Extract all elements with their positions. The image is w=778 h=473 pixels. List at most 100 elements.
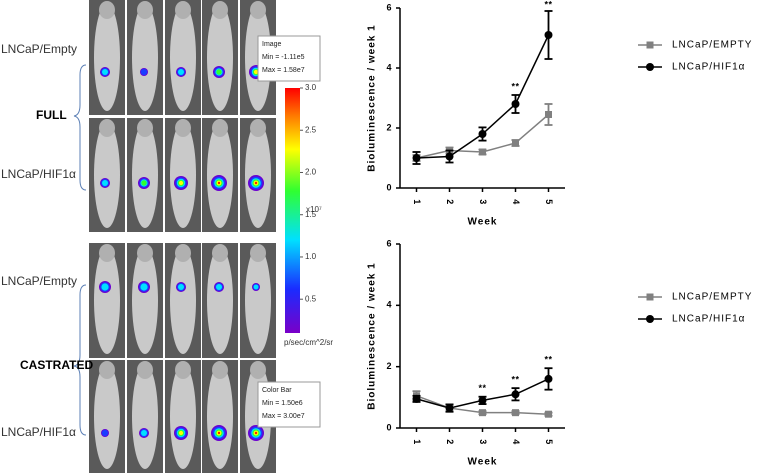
image-box-text: Max = 1.58e7 [262, 67, 305, 74]
y-tick-label: 0 [386, 182, 392, 192]
mouse-head [250, 119, 266, 137]
signal-spot [253, 69, 259, 75]
x-tick-label: 5 [544, 199, 554, 205]
mouse-head [99, 244, 115, 262]
marker [545, 111, 552, 118]
mouse-head [137, 1, 153, 19]
legend-marker [646, 293, 654, 301]
y-tick-label: 4 [386, 62, 392, 72]
x-tick-label: 3 [478, 439, 488, 445]
mouse-body [132, 247, 158, 354]
signal-spot [217, 431, 221, 435]
y-tick-label: 0 [386, 422, 392, 432]
signal-spot [178, 284, 184, 290]
signal-spot [102, 69, 108, 75]
signal-spot [141, 430, 147, 436]
x-tick-label: 4 [511, 199, 521, 205]
row-label: LNCaP/HIF1α [1, 167, 76, 181]
group-label: FULL [36, 108, 67, 122]
colorbar [285, 88, 300, 333]
legend-label: LNCaP/EMPTY [672, 292, 752, 303]
y-tick-label: 2 [386, 122, 392, 132]
mouse-body [170, 4, 196, 111]
mouse-head [175, 244, 191, 262]
mouse-body [94, 4, 120, 111]
mouse-body [170, 122, 196, 228]
signal-spot [178, 180, 184, 186]
mouse-body [132, 4, 158, 111]
y-tick-label: 2 [386, 361, 392, 371]
mouse-body [207, 122, 233, 228]
y-axis-title: Bioluminescence / week 1 [367, 24, 378, 171]
x-axis-title: Week [468, 457, 498, 468]
x-tick-label: 5 [544, 439, 554, 445]
x-tick-label: 1 [412, 199, 422, 205]
mouse-head [175, 361, 191, 379]
marker [445, 152, 454, 161]
marker [544, 374, 553, 383]
mouse-body [170, 364, 196, 469]
signal-spot [102, 180, 108, 186]
mouse-head [99, 119, 115, 137]
mouse-body [170, 247, 196, 354]
mouse-head [212, 244, 228, 262]
image-box-text: Image [262, 41, 282, 48]
bracket [73, 64, 87, 191]
signal-spot [216, 69, 222, 75]
image-box-text: Min = -1.11e5 [262, 54, 305, 61]
y-tick-label: 6 [386, 238, 392, 248]
marker [512, 139, 519, 147]
colorbar-tick-label: 1.0 [305, 252, 317, 261]
mouse-body [245, 247, 271, 354]
mouse-body [94, 364, 120, 469]
mouse-body [245, 122, 271, 228]
marker [511, 390, 520, 399]
signal-spot [254, 431, 258, 435]
annotation: ** [544, 355, 552, 365]
x-tick-label: 3 [478, 199, 488, 205]
mouse-body [132, 364, 158, 469]
color-bar-box-text: Min = 1.50e6 [262, 400, 303, 407]
mouse-head [137, 361, 153, 379]
signal-spot [140, 68, 148, 76]
x-tick-label: 4 [511, 439, 521, 445]
mouse-head [250, 361, 266, 379]
marker [478, 396, 487, 405]
signal-spot [254, 181, 258, 185]
marker [412, 154, 421, 162]
marker [545, 410, 552, 418]
bracket [73, 284, 87, 436]
mouse-head [175, 119, 191, 137]
marker [544, 31, 553, 39]
colorbar-tick-label: 1.5 [305, 210, 317, 219]
x-tick-label: 1 [412, 439, 422, 445]
group-label: CASTRATED [20, 358, 93, 372]
signal-spot [178, 430, 184, 436]
signal-spot [253, 284, 259, 290]
legend-label: LNCaP/HIF1α [672, 314, 745, 325]
y-tick-label: 4 [386, 300, 392, 310]
annotation: ** [544, 0, 552, 9]
signal-spot [141, 180, 147, 186]
legend-marker [646, 41, 654, 49]
row-label: LNCaP/HIF1α [1, 425, 76, 439]
mouse-head [175, 1, 191, 19]
annotation: ** [511, 375, 519, 385]
marker [479, 148, 486, 156]
colorbar-tick-label: 0.5 [305, 294, 317, 303]
signal-spot [216, 284, 222, 290]
signal-spot [178, 69, 184, 75]
signal-spot [140, 283, 148, 291]
color-bar-box [257, 381, 321, 428]
mouse-body [207, 364, 233, 469]
mouse-head [212, 119, 228, 137]
x-axis-title: Week [468, 217, 498, 228]
legend-marker [646, 63, 654, 71]
row-label: LNCaP/Empty [1, 42, 77, 56]
mouse-head [250, 244, 266, 262]
marker [511, 100, 520, 108]
x-tick-label: 2 [445, 199, 455, 205]
signal-spot [101, 429, 109, 437]
